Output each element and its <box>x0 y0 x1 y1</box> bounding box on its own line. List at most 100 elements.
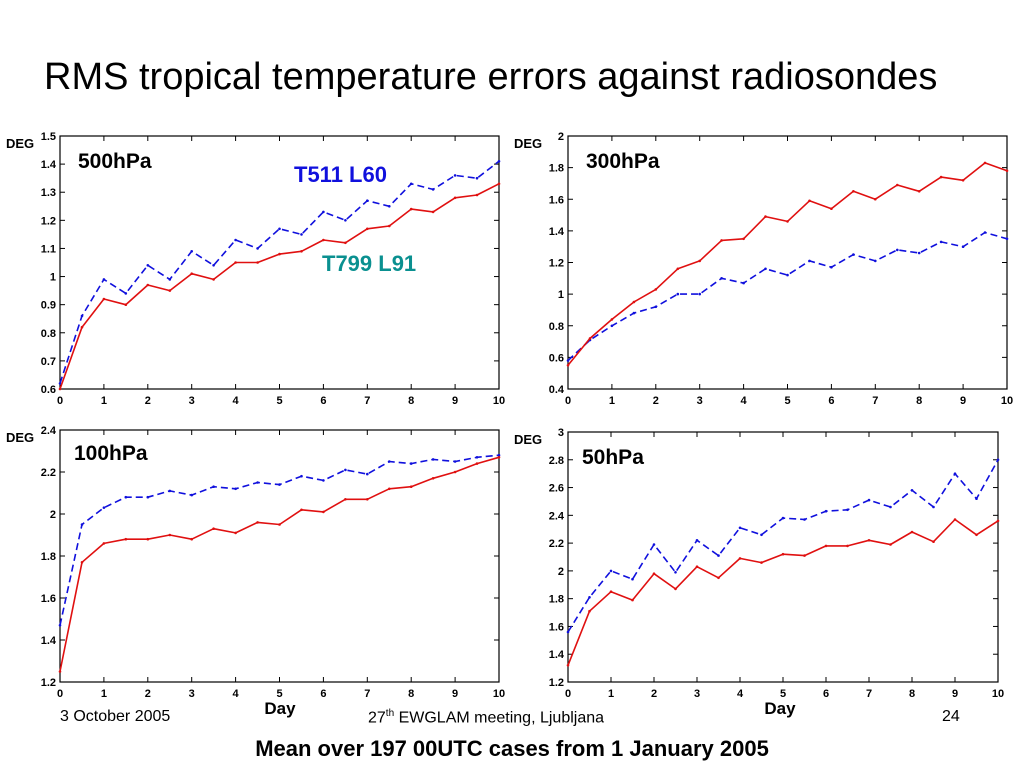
data-point <box>388 487 391 491</box>
data-point <box>256 261 259 264</box>
x-tick-label: 4 <box>741 395 748 407</box>
data-point <box>409 207 413 211</box>
data-point <box>996 458 1000 462</box>
y-tick-label: 1.8 <box>41 551 56 563</box>
x-tick-label: 4 <box>737 688 744 700</box>
data-point <box>803 554 806 557</box>
data-point <box>409 485 413 489</box>
data-point <box>366 199 369 202</box>
data-point <box>867 539 871 542</box>
data-point <box>58 624 62 627</box>
data-point <box>874 197 877 201</box>
data-point <box>190 272 193 276</box>
data-point <box>58 382 62 385</box>
data-point <box>983 161 987 165</box>
data-point <box>961 179 965 182</box>
data-point <box>256 247 259 250</box>
data-point <box>917 190 921 193</box>
x-tick-label: 4 <box>233 395 240 407</box>
x-tick-label: 5 <box>780 688 786 700</box>
data-point <box>830 207 833 210</box>
data-point <box>1005 169 1009 173</box>
data-point <box>742 281 745 285</box>
x-tick-label: 3 <box>189 688 195 700</box>
panel-title: 100hPa <box>74 442 148 465</box>
x-tick-label: 9 <box>960 395 966 407</box>
data-point <box>917 251 921 255</box>
data-point <box>846 508 849 512</box>
x-tick-label: 7 <box>364 395 370 407</box>
y-tick-label: 1 <box>558 289 564 301</box>
y-tick-label: 0.8 <box>549 321 564 333</box>
data-point <box>953 518 957 521</box>
data-point <box>475 193 479 197</box>
data-point <box>867 498 871 502</box>
data-point <box>431 188 435 191</box>
x-tick-label: 9 <box>952 688 958 700</box>
y-tick-label: 0.7 <box>41 356 56 368</box>
data-point <box>366 472 369 476</box>
y-tick-label: 1 <box>50 272 56 284</box>
y-tick-label: 1.6 <box>41 593 56 605</box>
y-tick-label: 1.2 <box>549 258 564 270</box>
data-point <box>190 250 193 253</box>
data-point <box>896 248 899 252</box>
y-tick-label: 2.2 <box>41 467 56 479</box>
data-point <box>344 498 347 501</box>
data-point <box>124 292 128 295</box>
x-tick-label: 0 <box>565 395 571 407</box>
x-tick-label: 9 <box>452 688 458 700</box>
data-point <box>830 265 833 269</box>
y-tick-label: 0.8 <box>41 328 56 340</box>
y-tick-label: 2.4 <box>41 425 57 437</box>
data-point <box>146 537 150 541</box>
data-point <box>939 175 943 179</box>
y-tick-label: 1.2 <box>41 677 56 689</box>
data-point <box>652 572 656 575</box>
data-point <box>975 497 978 501</box>
data-point <box>453 196 457 200</box>
footer-meeting-rest: EWGLAM meeting, Ljubljana <box>394 709 605 727</box>
data-point <box>146 495 150 499</box>
data-point <box>102 297 106 301</box>
data-point <box>475 462 479 465</box>
data-point <box>453 174 457 177</box>
footer-meeting-ordinal: 27 <box>368 709 386 727</box>
x-tick-label: 5 <box>276 688 282 700</box>
data-point <box>786 220 789 223</box>
data-point <box>824 509 828 513</box>
y-tick-label: 2.8 <box>549 455 564 467</box>
data-point <box>808 199 811 203</box>
data-point <box>80 314 84 318</box>
x-tick-label: 1 <box>609 395 615 407</box>
data-point <box>322 210 325 214</box>
x-tick-label: 10 <box>493 395 505 407</box>
y-tick-label: 0.9 <box>41 300 56 312</box>
data-point <box>852 253 855 256</box>
data-point <box>889 505 892 509</box>
data-point <box>124 495 128 499</box>
legend-entry: T799 L91 <box>322 251 416 276</box>
data-point <box>146 283 150 287</box>
data-point <box>764 215 767 218</box>
data-point <box>366 227 369 231</box>
y-tick-label: 1.1 <box>41 243 56 255</box>
data-point <box>808 259 811 263</box>
data-point <box>824 544 828 548</box>
data-point <box>939 240 943 244</box>
x-tick-label: 2 <box>653 395 659 407</box>
y-tick-label: 0.4 <box>549 384 565 396</box>
data-point <box>996 519 1000 523</box>
data-point <box>717 576 720 580</box>
data-point <box>889 543 892 546</box>
plot-frame <box>59 429 500 683</box>
y-tick-label: 1.4 <box>41 159 57 171</box>
data-point <box>896 183 899 187</box>
data-point <box>256 521 259 524</box>
data-point <box>212 527 215 530</box>
data-point <box>497 160 501 163</box>
data-point <box>720 239 723 242</box>
data-point <box>475 456 479 459</box>
data-point <box>453 460 457 463</box>
data-point <box>124 303 128 307</box>
